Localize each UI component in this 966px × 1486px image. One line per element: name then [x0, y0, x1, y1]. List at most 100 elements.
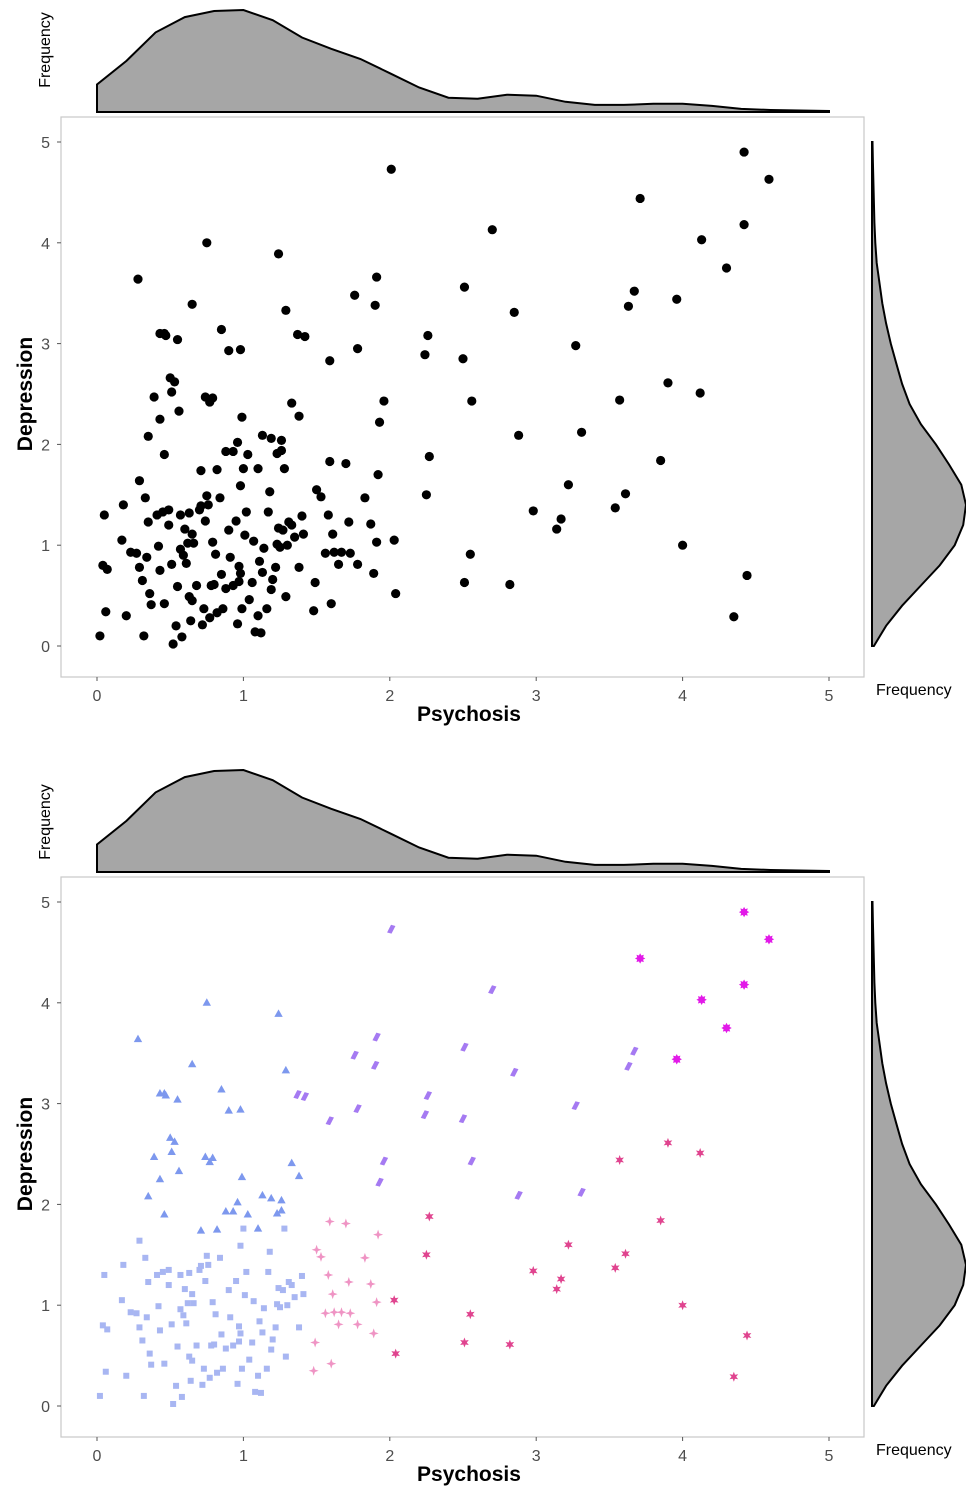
data-point: [467, 396, 477, 406]
x-tick-label: 1: [239, 1448, 248, 1465]
data-point: [236, 1323, 243, 1330]
data-point: [139, 1337, 146, 1344]
data-point: [505, 579, 515, 590]
data-point: [241, 507, 251, 517]
data-point: [133, 1310, 140, 1317]
panel-plain: Frequency 0 1 2 3 4 5 0 1 2 3 4 5 Psychosis Depres…: [14, 8, 966, 726]
data-point: [739, 147, 749, 157]
data-point: [389, 535, 399, 545]
data-point: [225, 1287, 232, 1294]
data-point: [350, 1050, 359, 1060]
data-point: [324, 1216, 335, 1227]
data-point: [257, 430, 268, 440]
data-point: [237, 1330, 244, 1337]
data-point: [621, 1248, 630, 1259]
data-point: [328, 529, 338, 539]
data-point: [571, 341, 581, 351]
data-point: [234, 561, 244, 571]
data-point: [208, 537, 218, 547]
y-axis-ticks: 0 1 2 3 4 5: [41, 135, 61, 656]
data-point: [333, 1319, 344, 1330]
data-point: [576, 427, 587, 437]
data-point: [236, 1105, 245, 1113]
data-point: [249, 1339, 256, 1346]
data-point: [172, 581, 183, 592]
data-point: [159, 599, 169, 609]
data-point: [509, 307, 519, 317]
data-point: [265, 1268, 272, 1275]
data-point: [729, 612, 739, 622]
data-point: [189, 1357, 196, 1364]
data-point: [186, 1353, 193, 1360]
data-point: [161, 1360, 168, 1367]
data-point: [186, 1269, 193, 1276]
marginal-x-density: [96, 768, 830, 873]
data-point: [353, 1104, 362, 1114]
data-point: [148, 1361, 155, 1368]
y-tick-label: 2: [41, 437, 50, 454]
data-point: [634, 953, 646, 964]
x-axis-title: Psychosis: [417, 703, 521, 726]
y-tick-label: 2: [41, 1197, 50, 1214]
data-point: [201, 1152, 210, 1161]
data-point: [101, 1271, 108, 1278]
data-point: [244, 595, 254, 605]
data-point: [465, 1309, 475, 1320]
data-point: [265, 487, 275, 497]
data-point: [143, 1314, 150, 1321]
data-point: [134, 476, 145, 486]
data-point: [273, 249, 284, 259]
data-point: [336, 1307, 347, 1318]
data-point: [615, 395, 625, 405]
data-point: [282, 1353, 289, 1360]
data-point: [630, 1046, 639, 1056]
data-point: [99, 510, 109, 520]
data-point: [232, 437, 243, 447]
data-point: [373, 1229, 384, 1240]
data-point: [345, 548, 355, 558]
data-point: [738, 906, 750, 918]
data-point: [389, 1295, 399, 1306]
data-point: [191, 580, 202, 591]
data-point: [624, 1061, 633, 1071]
data-point: [278, 525, 288, 535]
marginal-x-density: [96, 8, 830, 113]
data-point: [216, 1254, 223, 1261]
data-point: [155, 1303, 162, 1310]
data-point: [514, 1190, 523, 1200]
data-point: [197, 1262, 204, 1269]
data-point: [224, 525, 234, 535]
data-point: [140, 493, 150, 503]
data-point: [212, 1311, 219, 1318]
data-point: [154, 1271, 161, 1278]
data-point: [420, 1110, 430, 1120]
data-point: [243, 449, 253, 460]
data-point: [212, 465, 222, 475]
data-point: [170, 1137, 179, 1145]
data-point: [368, 1328, 379, 1339]
data-point: [155, 1174, 165, 1183]
data-point: [102, 564, 112, 574]
data-point: [205, 1157, 214, 1166]
data-point: [159, 1268, 166, 1275]
data-point: [202, 238, 212, 248]
data-point: [149, 392, 159, 402]
data-point: [325, 356, 335, 366]
data-point: [235, 568, 246, 579]
data-point: [202, 491, 212, 501]
data-point: [391, 1348, 400, 1359]
data-point: [465, 549, 475, 559]
data-point: [294, 411, 304, 421]
data-point: [184, 508, 194, 518]
data-point: [133, 274, 143, 284]
marginal-y-density: [871, 901, 966, 1407]
data-point: [164, 520, 174, 530]
data-point: [240, 1225, 247, 1232]
data-point: [379, 396, 389, 406]
data-point: [274, 1301, 281, 1308]
data-point: [510, 1067, 519, 1077]
data-point: [217, 1084, 226, 1093]
data-point: [311, 1244, 322, 1255]
data-point: [325, 456, 335, 467]
data-point: [224, 1106, 233, 1114]
